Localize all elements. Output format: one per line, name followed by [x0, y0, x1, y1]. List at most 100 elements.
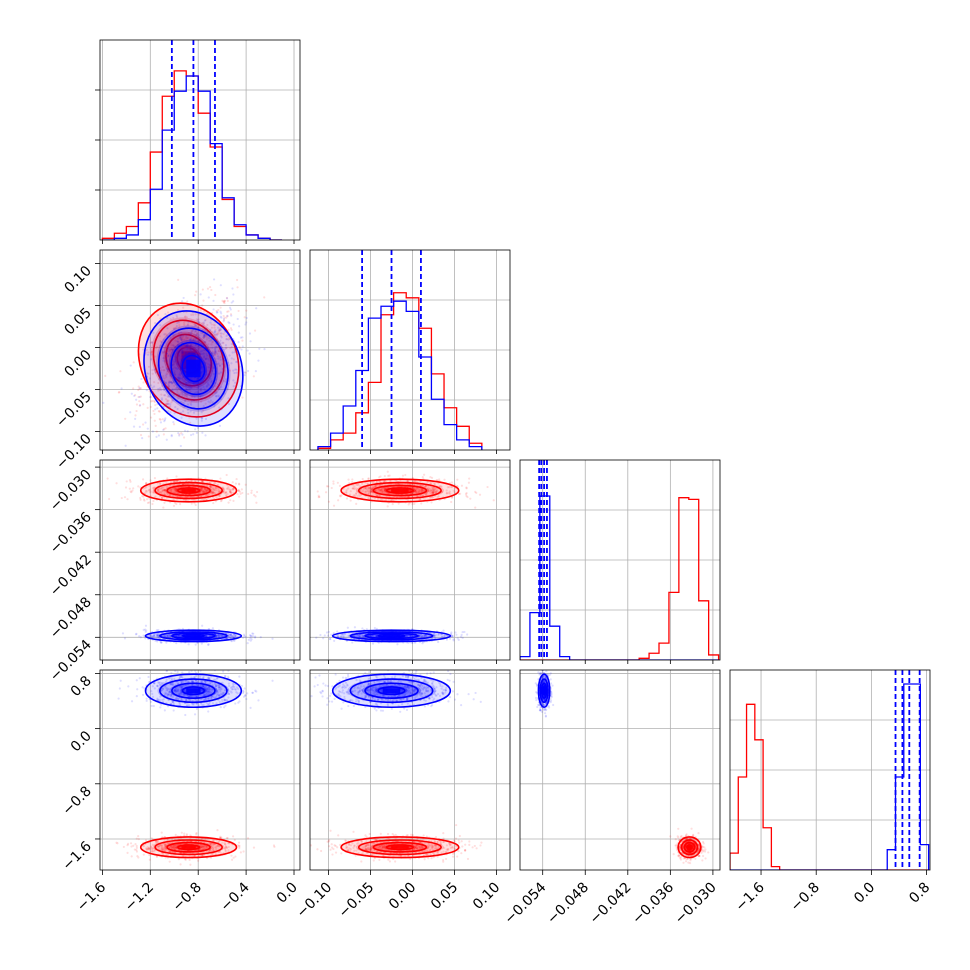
- panel-grid: [520, 460, 720, 660]
- scatter-point: [194, 339, 197, 343]
- y-tick-label: 0.05: [61, 305, 94, 338]
- scatter-point: [177, 340, 180, 343]
- scatter-point: [185, 382, 188, 385]
- scatter-point: [162, 338, 165, 341]
- scatter-point: [440, 485, 443, 488]
- scatter-point: [208, 366, 211, 369]
- scatter-point: [187, 323, 190, 326]
- scatter-point: [221, 634, 225, 637]
- scatter-point: [184, 336, 188, 339]
- scatter-point: [238, 347, 241, 350]
- scatter-point: [199, 487, 203, 490]
- scatter-point: [182, 306, 185, 309]
- scatter-point: [232, 487, 235, 490]
- scatter-point: [342, 635, 345, 638]
- scatter-point: [233, 639, 236, 642]
- scatter-point: [333, 639, 336, 642]
- scatter-point: [212, 372, 215, 376]
- scatter-point: [229, 491, 232, 494]
- scatter-point: [382, 480, 385, 483]
- scatter-point: [486, 485, 489, 489]
- scatter-point: [453, 483, 457, 486]
- scatter-point: [179, 393, 182, 396]
- scatter-point: [211, 340, 214, 343]
- scatter-point: [182, 402, 185, 405]
- scatter-point: [189, 333, 192, 336]
- scatter-point: [197, 313, 200, 316]
- scatter-point: [179, 489, 182, 492]
- scatter-point: [198, 843, 201, 846]
- scatter-point: [211, 330, 214, 334]
- scatter-point: [177, 634, 180, 638]
- scatter-point: [159, 641, 163, 644]
- scatter-point: [155, 632, 158, 635]
- scatter-point: [429, 496, 432, 499]
- scatter-point: [369, 490, 373, 493]
- scatter-point: [457, 638, 460, 642]
- scatter-point: [214, 330, 217, 334]
- scatter-point: [379, 488, 383, 492]
- scatter-point: [160, 369, 163, 372]
- scatter-point: [415, 488, 418, 491]
- scatter-point: [197, 326, 200, 329]
- scatter-point: [189, 390, 192, 393]
- scatter-point: [160, 496, 164, 500]
- scatter-point: [364, 486, 367, 489]
- scatter-point: [406, 634, 409, 637]
- scatter-point: [156, 345, 159, 349]
- scatter-point: [220, 355, 223, 358]
- scatter-point: [424, 633, 427, 637]
- scatter-point: [162, 388, 166, 392]
- scatter-point: [172, 327, 176, 330]
- scatter-point: [421, 494, 424, 497]
- scatter-point: [200, 374, 203, 377]
- scatter-point: [226, 487, 229, 490]
- scatter-point: [241, 336, 244, 339]
- scatter-point: [343, 633, 346, 636]
- scatter-point: [430, 476, 434, 479]
- scatter-point: [183, 338, 186, 341]
- scatter-point: [229, 633, 232, 636]
- scatter-point: [142, 381, 145, 384]
- scatter-point: [381, 498, 384, 501]
- scatter-point: [186, 344, 189, 347]
- scatter-point: [157, 381, 160, 385]
- scatter-point: [158, 335, 161, 338]
- scatter-point: [173, 491, 176, 494]
- scatter-point: [177, 387, 180, 390]
- scatter-point: [170, 344, 173, 347]
- scatter-point: [165, 352, 169, 355]
- scatter-point: [417, 490, 421, 493]
- scatter-point: [263, 296, 266, 299]
- scatter-point: [205, 327, 208, 330]
- scatter-point: [219, 477, 222, 480]
- scatter-point: [362, 635, 365, 638]
- scatter-point: [174, 346, 177, 349]
- scatter-point: [244, 636, 247, 639]
- scatter-point: [181, 401, 184, 404]
- scatter-point: [201, 624, 204, 627]
- scatter-point: [241, 339, 244, 342]
- scatter-point: [422, 490, 425, 493]
- scatter-point: [449, 492, 452, 495]
- scatter-point: [199, 350, 202, 353]
- scatter-point: [184, 380, 187, 383]
- scatter-point: [431, 496, 434, 499]
- scatter-point: [389, 499, 392, 502]
- scatter-point: [138, 395, 141, 399]
- scatter-point: [166, 316, 169, 320]
- scatter-point: [237, 489, 240, 493]
- scatter-point: [169, 635, 172, 638]
- scatter-point: [169, 411, 172, 414]
- scatter-point: [118, 391, 121, 394]
- scatter-point: [148, 485, 151, 488]
- scatter-point: [153, 419, 156, 422]
- scatter-point: [375, 635, 378, 638]
- scatter-point: [401, 474, 405, 477]
- scatter-point: [222, 301, 225, 304]
- scatter-point: [207, 643, 210, 646]
- scatter-point: [432, 488, 435, 492]
- scatter-point: [169, 377, 172, 380]
- scatter-point: [219, 634, 222, 637]
- scatter-point: [166, 395, 169, 398]
